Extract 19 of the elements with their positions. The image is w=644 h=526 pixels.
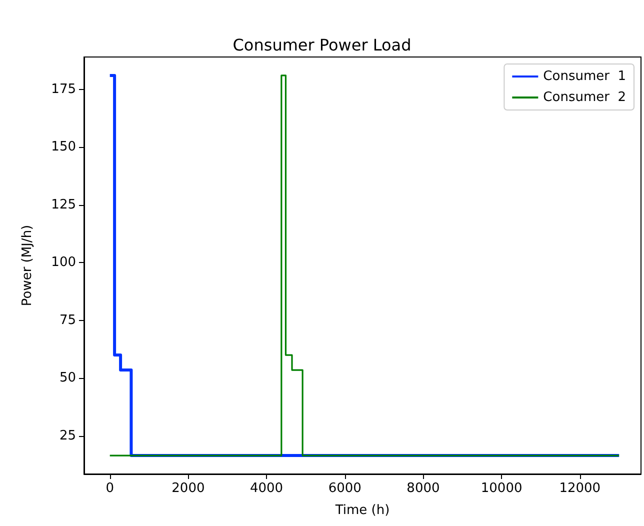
- y-tick-label: 175: [51, 82, 76, 97]
- y-tick-label: 150: [51, 140, 76, 155]
- x-tick-label: 2000: [172, 481, 205, 496]
- y-tick-label: 50: [59, 370, 76, 386]
- chart-title: Consumer Power Load: [232, 36, 412, 54]
- x-tick-label: 6000: [328, 481, 362, 496]
- y-tick-label: 100: [51, 255, 76, 270]
- x-tick-label: 4000: [250, 481, 284, 496]
- y-tick-label: 125: [51, 197, 76, 212]
- y-axis-title: Power (MJ/h): [20, 224, 35, 306]
- legend-label: Consumer 2: [543, 90, 626, 105]
- y-tick-label: 75: [59, 312, 76, 328]
- legend-label: Consumer 1: [543, 69, 626, 84]
- x-tick-label: 10000: [480, 481, 522, 496]
- y-tick-label: 25: [59, 428, 76, 444]
- x-tick-label: 0: [106, 481, 114, 496]
- x-axis-title: Time (h): [334, 503, 390, 518]
- x-tick-label: 12000: [559, 481, 601, 496]
- x-tick-label: 8000: [406, 481, 440, 496]
